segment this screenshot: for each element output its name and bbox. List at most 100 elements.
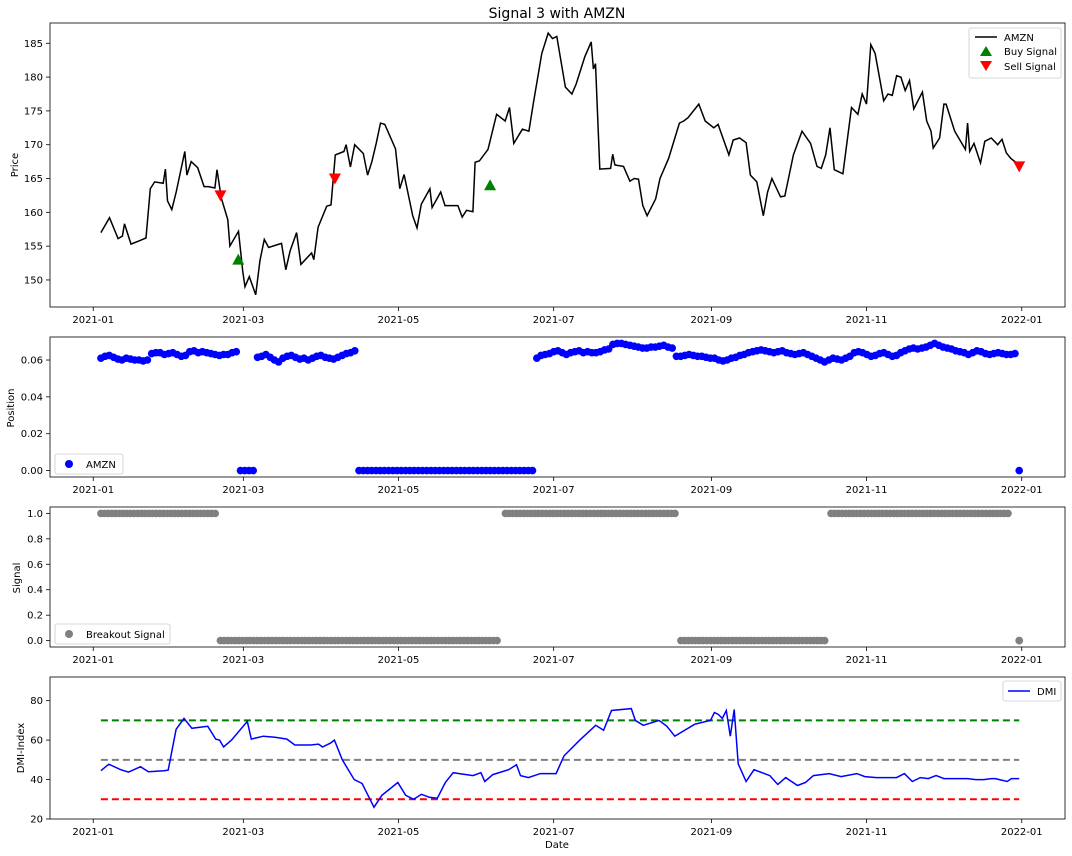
legend-label-buy-signal: Buy Signal: [1004, 47, 1057, 58]
dmi-xtick-label: 2021-01: [72, 827, 114, 838]
dmi-xtick-label: 2021-03: [222, 827, 264, 838]
signal-panel: 2021-01 2021-03 2021-05 2021-07 2021-09 2021-…: [12, 506, 1066, 666]
position-xtick-label: 2021-03: [222, 485, 264, 496]
position-ytick-label: 0.06: [21, 356, 43, 367]
price-xtick-label: 2021-05: [378, 315, 420, 326]
dmi-xtick-label: 2021-09: [691, 827, 733, 838]
price-xtick-label: 2021-11: [846, 315, 888, 326]
dmi-ytick-label: 80: [30, 696, 43, 707]
legend-label-amzn: AMZN: [1004, 33, 1034, 44]
price-legend-box: [968, 27, 1062, 79]
signal-point: [671, 509, 679, 518]
position-point: [249, 466, 257, 475]
position-panel: 2021-01 2021-03 2021-05 2021-07 2021-09 2021-…: [6, 336, 1066, 496]
position-xtick-label: 2021-01: [72, 485, 114, 496]
dmi-xlabel: Date: [545, 840, 569, 851]
dmi-ytick-label: 60: [30, 736, 43, 747]
position-point: [1011, 349, 1019, 358]
position-point: [351, 347, 359, 355]
signal-ytick-label: 0.8: [27, 534, 43, 545]
buy-signal-marker: [484, 179, 497, 191]
position-ytick-label: 0.04: [21, 392, 43, 403]
price-xtick-label: 2021-01: [72, 315, 114, 326]
price-ytick-label: 180: [24, 73, 43, 84]
price-ytick-label: 155: [24, 242, 43, 253]
signal-markers: [214, 161, 1026, 265]
price-axes: 2021-01 2021-03 2021-05 2021-07 2021-09 2021-…: [24, 39, 1043, 326]
signal-ylabel: Signal: [12, 563, 23, 594]
dmi-line: [100, 707, 1020, 809]
dmi-xtick-label: 2021-05: [378, 827, 420, 838]
price-xtick-label: 2021-07: [533, 315, 575, 326]
signal-axes: 2021-01 2021-03 2021-05 2021-07 2021-09 2021-…: [27, 509, 1043, 666]
signal-point: [211, 509, 219, 518]
legend-label-sell-signal: Sell Signal: [1004, 62, 1056, 73]
signal-axes-frame: [49, 506, 1066, 648]
position-series: [97, 339, 1023, 475]
dmi-series: [100, 707, 1020, 809]
position-point: [668, 344, 676, 352]
signal-xtick-label: 2021-11: [846, 655, 888, 666]
position-axes-frame: [49, 336, 1066, 478]
legend-label-breakout-signal: Breakout Signal: [86, 630, 165, 641]
buy-signal-marker: [232, 253, 245, 265]
signal-point: [820, 636, 829, 645]
dmi-axes: 2021-01 2021-03 2021-05 2021-07 2021-09 2021-…: [30, 696, 1042, 838]
signal-ytick-label: 0.4: [27, 585, 43, 596]
legend-triangle-down-icon: [980, 61, 992, 71]
position-xtick-label: 2021-05: [378, 485, 420, 496]
price-axes-frame: [49, 22, 1066, 308]
legend-triangle-up-icon: [980, 46, 992, 56]
price-ytick-label: 160: [24, 208, 43, 219]
position-point: [1015, 466, 1023, 475]
position-xtick-label: 2022-01: [1001, 485, 1043, 496]
chart-title: Signal 3 with AMZN: [489, 6, 626, 22]
price-ytick-label: 175: [24, 106, 43, 117]
dmi-ytick-label: 40: [30, 775, 43, 786]
price-xtick-label: 2022-01: [1001, 315, 1043, 326]
signal-xtick-label: 2021-05: [378, 655, 420, 666]
legend-dot-amzn-icon: [65, 460, 73, 468]
price-series: [100, 31, 1020, 296]
dmi-legend: DMI: [1002, 680, 1062, 702]
price-ytick-label: 150: [24, 275, 43, 286]
signal-point: [1015, 636, 1023, 645]
dmi-xtick-label: 2021-07: [533, 827, 575, 838]
price-ylabel: Price: [10, 153, 21, 177]
position-xtick-label: 2021-11: [846, 485, 888, 496]
signal-point: [493, 636, 501, 645]
dmi-legend-box: [1002, 680, 1062, 702]
dmi-ytick-label: 20: [30, 815, 43, 826]
price-xtick-label: 2021-03: [222, 315, 264, 326]
signal-xtick-label: 2021-07: [533, 655, 575, 666]
dmi-axes-frame: [49, 676, 1066, 820]
legend-label-dmi: DMI: [1037, 687, 1056, 698]
position-axes: 2021-01 2021-03 2021-05 2021-07 2021-09 2021-…: [21, 356, 1043, 496]
dmi-xtick-label: 2021-11: [846, 827, 888, 838]
price-xtick-label: 2021-09: [691, 315, 733, 326]
signal-ytick-label: 1.0: [27, 509, 43, 520]
legend-label-position-amzn: AMZN: [86, 460, 116, 471]
position-legend-box: [54, 453, 124, 475]
position-ytick-label: 0.00: [21, 466, 43, 477]
dmi-panel: 2021-01 2021-03 2021-05 2021-07 2021-09 2021-…: [16, 676, 1066, 851]
position-ytick-label: 0.02: [21, 429, 43, 440]
dmi-threshold-lines: [100, 719, 1020, 801]
signal-xtick-label: 2022-01: [1001, 655, 1043, 666]
position-ylabel: Position: [6, 389, 17, 428]
price-legend: AMZN Buy Signal Sell Signal: [968, 27, 1062, 79]
position-legend: AMZN: [54, 453, 124, 475]
signal-point: [1004, 509, 1012, 518]
price-ytick-label: 165: [24, 174, 43, 185]
signal-ytick-label: 0.6: [27, 560, 43, 571]
position-point: [528, 466, 537, 475]
position-xtick-label: 2021-09: [691, 485, 733, 496]
signal-xtick-label: 2021-09: [691, 655, 733, 666]
signal-ytick-label: 0.0: [27, 636, 43, 647]
price-ytick-label: 185: [24, 39, 43, 50]
position-point: [143, 356, 152, 364]
signal-series: [97, 509, 1023, 645]
signal-ytick-label: 0.2: [27, 611, 43, 622]
